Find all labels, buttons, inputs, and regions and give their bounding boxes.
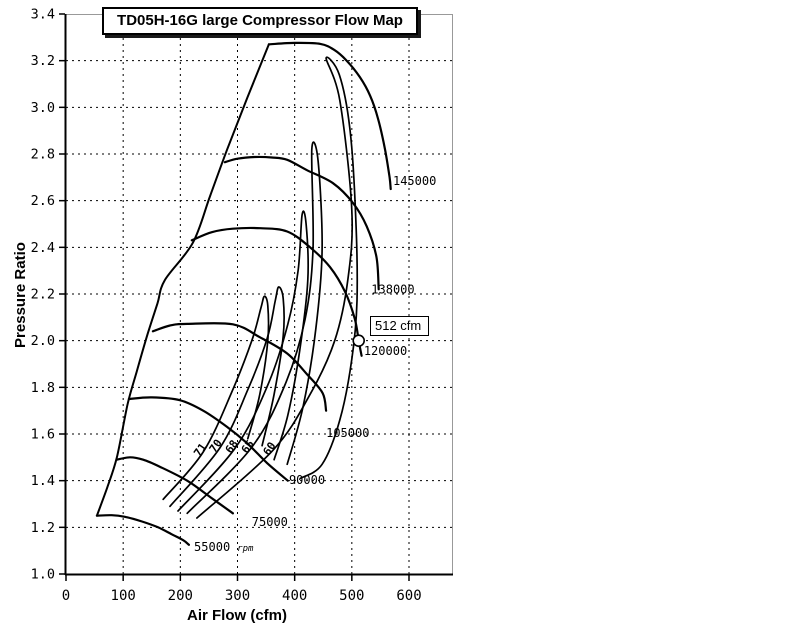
efficiency-label-68: 68 — [223, 438, 241, 456]
flow-annotation-box: 512 cfm — [370, 316, 429, 336]
y-tick-label-1.8: 1.8 — [31, 380, 55, 396]
x-tick-label-400: 400 — [282, 588, 307, 604]
speed-line-75000 — [115, 456, 234, 515]
x-tick-label-100: 100 — [111, 588, 136, 604]
y-tick-label-2.8: 2.8 — [31, 147, 55, 163]
speed-line-label-138000: 138000 — [371, 282, 414, 296]
efficiency-contour-65 — [186, 141, 323, 515]
y-tick-label-2: 2.0 — [31, 333, 55, 349]
x-tick-label-0: 0 — [62, 588, 70, 604]
speed-line-145000 — [267, 41, 392, 191]
speed-line-120000 — [190, 226, 363, 357]
speed-line-label-75000: 75000 — [252, 515, 288, 529]
speed-line-90000 — [127, 396, 289, 482]
efficiency-contour-70 — [169, 286, 285, 508]
speed-line-55000 — [95, 514, 190, 546]
efficiency-label-60: 60 — [260, 440, 278, 458]
efficiency-contour-60 — [196, 56, 359, 519]
speed-line-label-55000: 55000 rpm — [194, 540, 254, 554]
speed-line-label-90000: 90000 — [289, 473, 325, 487]
efficiency-label-65: 65 — [239, 438, 257, 456]
y-tick-label-1: 1.0 — [31, 567, 55, 583]
y-tick-label-1.6: 1.6 — [31, 427, 55, 443]
y-tick-label-3.2: 3.2 — [31, 53, 55, 69]
x-axis-title: Air Flow (cfm) — [187, 607, 287, 624]
x-tick-label-200: 200 — [168, 588, 193, 604]
y-tick-label-1.2: 1.2 — [31, 520, 55, 536]
speed-line-105000 — [151, 322, 328, 412]
speed-line-label-145000: 145000 — [393, 174, 436, 188]
y-tick-label-1.4: 1.4 — [31, 473, 55, 489]
flow-marker — [352, 334, 365, 347]
efficiency-label-71: 71 — [191, 440, 209, 459]
y-tick-label-3.4: 3.4 — [31, 7, 55, 23]
speed-line-label-120000: 120000 — [364, 344, 407, 358]
efficiency-contour-68 — [177, 210, 309, 512]
chart-title-box: TD05H-16G large Compressor Flow Map — [102, 7, 418, 35]
chart-title: TD05H-16G large Compressor Flow Map — [117, 12, 403, 29]
speed-line-label-105000: 105000 — [326, 426, 369, 440]
y-tick-label-3: 3.0 — [31, 100, 55, 116]
y-tick-label-2.2: 2.2 — [31, 287, 55, 303]
x-tick-label-300: 300 — [225, 588, 250, 604]
x-tick-label-600: 600 — [396, 588, 421, 604]
y-axis-title: Pressure Ratio — [12, 242, 29, 348]
y-tick-label-2.4: 2.4 — [31, 240, 55, 256]
x-tick-label-500: 500 — [339, 588, 364, 604]
speed-line-138000 — [223, 155, 380, 291]
efficiency-contour-71 — [162, 295, 270, 501]
surge-line — [95, 43, 270, 517]
efficiency-label-70: 70 — [207, 437, 225, 455]
y-tick-label-2.6: 2.6 — [31, 193, 55, 209]
